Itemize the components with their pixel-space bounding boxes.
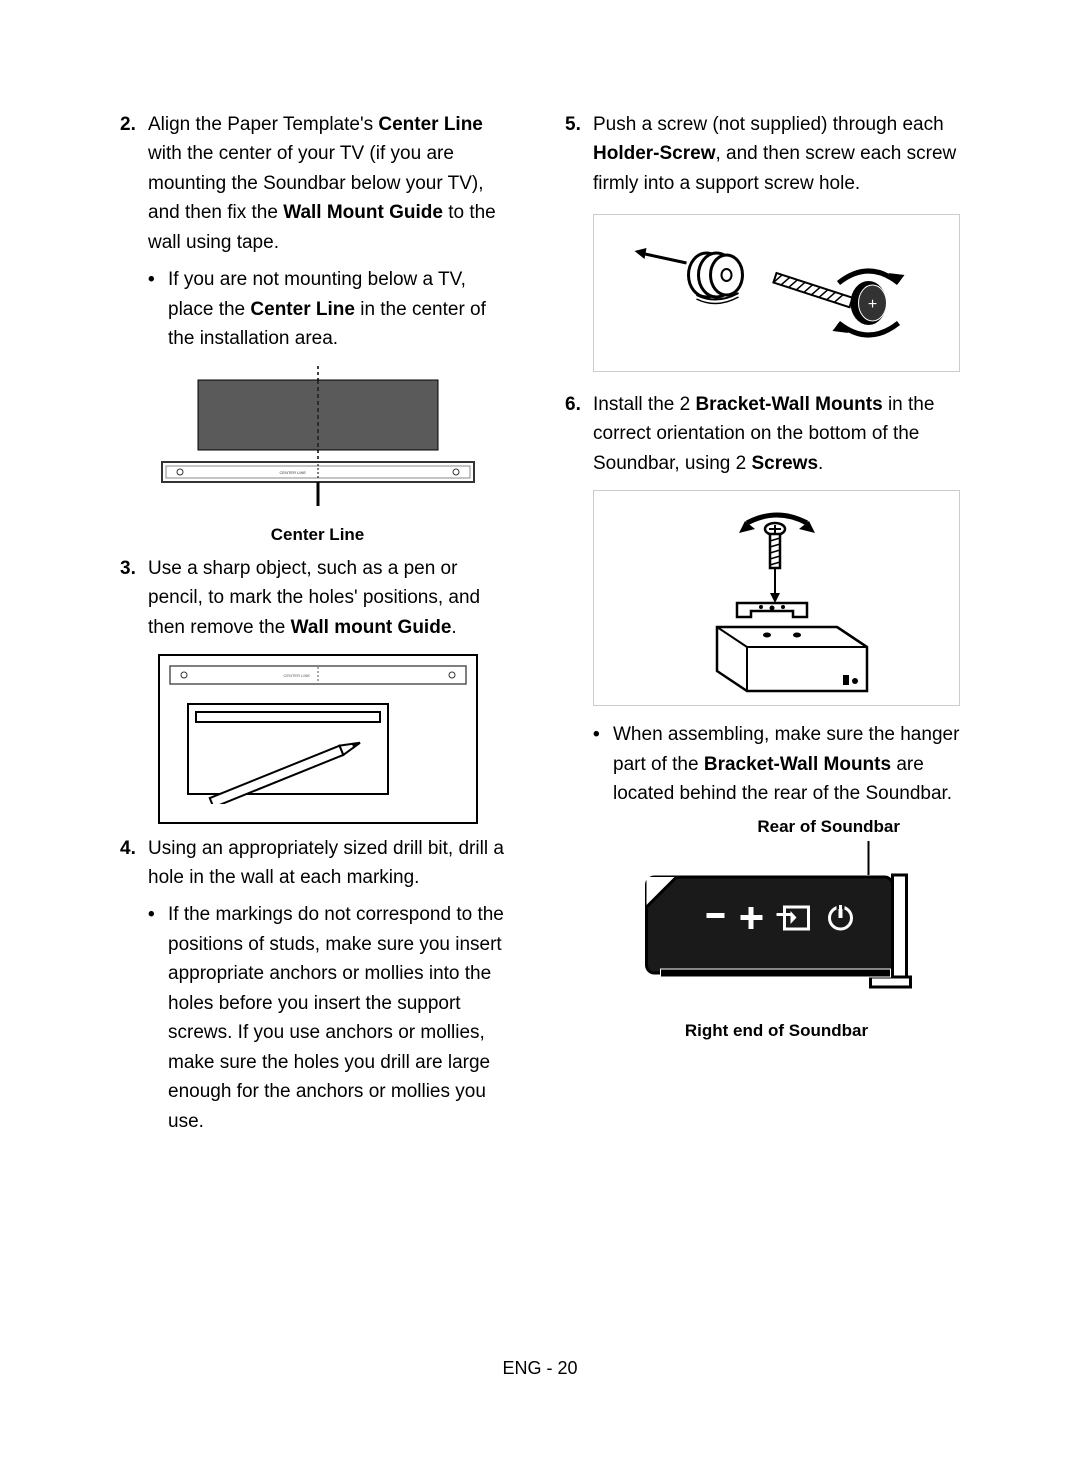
bold-text: Holder-Screw (593, 143, 715, 164)
page-footer: ENG - 20 (0, 1358, 1080, 1379)
figure-caption: Center Line (158, 522, 478, 548)
step-3: 3. Use a sharp object, such as a pen or … (120, 554, 515, 642)
text: Install the 2 (593, 394, 695, 415)
sub-text: When assembling, make sure the hanger pa… (613, 720, 960, 808)
right-column: 5. Push a screw (not supplied) through e… (565, 110, 960, 1136)
step-number: 4. (120, 834, 148, 893)
sub-bullet: • If you are not mounting below a TV, pl… (148, 265, 515, 353)
bold-text: Center Line (378, 114, 483, 135)
step-4: 4. Using an appropriately sized drill bi… (120, 834, 515, 893)
text: Align the Paper Template's (148, 114, 378, 135)
step-number: 5. (565, 110, 593, 198)
step-6: 6. Install the 2 Bracket-Wall Mounts in … (565, 390, 960, 478)
step-5: 5. Push a screw (not supplied) through e… (565, 110, 960, 198)
sub-text: If the markings do not correspond to the… (168, 900, 515, 1136)
text: Push a screw (not supplied) through each (593, 114, 944, 135)
step-body: Use a sharp object, such as a pen or pen… (148, 554, 515, 642)
bullet-dot: • (593, 720, 613, 808)
bold-text: Bracket-Wall Mounts (695, 394, 882, 415)
step-body: Align the Paper Template's Center Line w… (148, 110, 515, 257)
svg-text:CENTER LINE: CENTER LINE (279, 470, 306, 475)
sub-bullet: • When assembling, make sure the hanger … (593, 720, 960, 808)
text: . (451, 617, 456, 638)
figure-bracket-mount (593, 490, 960, 706)
step-body: Push a screw (not supplied) through each… (593, 110, 960, 198)
figure-caption: Right end of Soundbar (593, 1018, 960, 1044)
step-number: 6. (565, 390, 593, 478)
step-number: 3. (120, 554, 148, 642)
figure-rear-soundbar: Rear of Soundbar (593, 814, 960, 1044)
bold-text: Bracket-Wall Mounts (704, 754, 891, 775)
sub-bullet: • If the markings do not correspond to t… (148, 900, 515, 1136)
figure-center-line: CENTER LINE Center Line (158, 366, 478, 548)
step-2: 2. Align the Paper Template's Center Lin… (120, 110, 515, 257)
bold-text: Screws (751, 453, 818, 474)
svg-text:CENTER LINE: CENTER LINE (283, 673, 310, 678)
figure-holder-screw: + (593, 214, 960, 371)
step-number: 2. (120, 110, 148, 257)
sub-text: If you are not mounting below a TV, plac… (168, 265, 515, 353)
bold-text: Wall mount Guide (291, 617, 452, 638)
bullet-dot: • (148, 265, 168, 353)
svg-text:+: + (868, 296, 877, 313)
figure-mark-holes: CENTER LINE (158, 654, 478, 823)
text: . (818, 453, 823, 474)
bullet-dot: • (148, 900, 168, 1136)
bold-text: Wall Mount Guide (283, 202, 443, 223)
left-column: 2. Align the Paper Template's Center Lin… (120, 110, 515, 1136)
step-body: Install the 2 Bracket-Wall Mounts in the… (593, 390, 960, 478)
figure-caption: Rear of Soundbar (593, 814, 960, 840)
step-body: Using an appropriately sized drill bit, … (148, 834, 515, 893)
bold-text: Center Line (250, 299, 355, 320)
